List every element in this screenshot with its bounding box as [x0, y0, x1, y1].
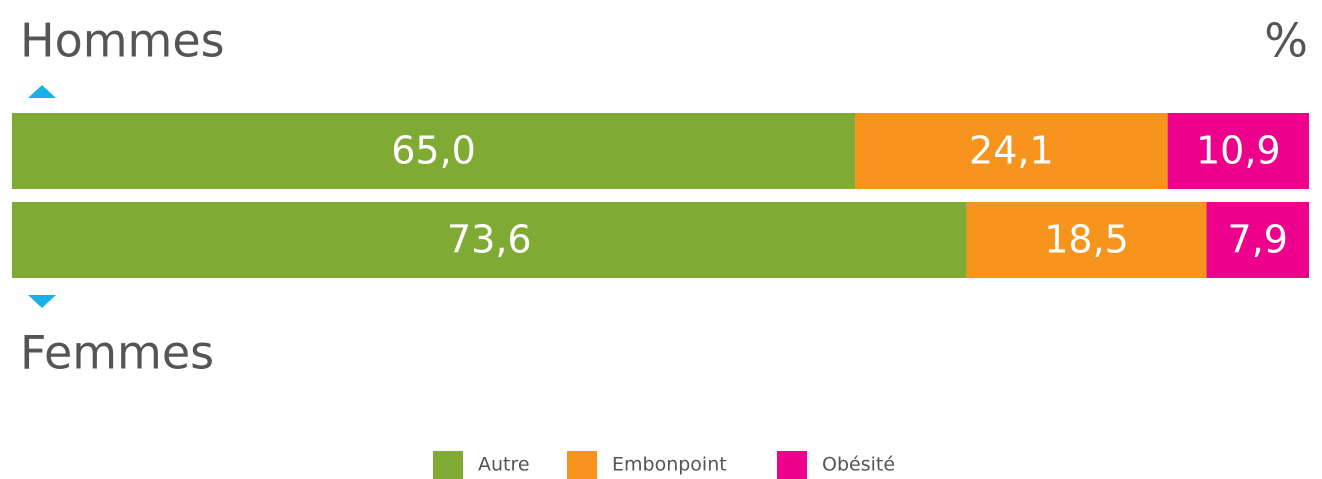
value-label: 18,5: [1044, 218, 1129, 262]
bar-segment: [855, 113, 1168, 189]
legend-swatch: [433, 451, 463, 479]
legend-swatch: [777, 451, 807, 479]
up-arrow: [28, 85, 56, 98]
legend-label: Autre: [478, 454, 530, 476]
bar-segment: [12, 113, 856, 189]
value-label: 73,6: [447, 218, 532, 262]
unit-label: %: [1264, 14, 1308, 68]
value-label: 7,9: [1228, 218, 1288, 262]
value-label: 24,1: [969, 129, 1054, 173]
bar-segment: [12, 202, 967, 278]
category-label: Femmes: [20, 326, 214, 380]
bar-segment: [1206, 202, 1309, 278]
down-arrow: [28, 295, 56, 308]
legend-swatch: [567, 451, 597, 479]
legend-label: Embonpoint: [612, 454, 727, 476]
category-label: Hommes: [20, 14, 225, 68]
bar-segment: [966, 202, 1207, 278]
value-label: 65,0: [391, 129, 476, 173]
legend-label: Obésité: [822, 454, 895, 476]
bar-segment: [1167, 113, 1309, 189]
value-label: 10,9: [1196, 129, 1281, 173]
